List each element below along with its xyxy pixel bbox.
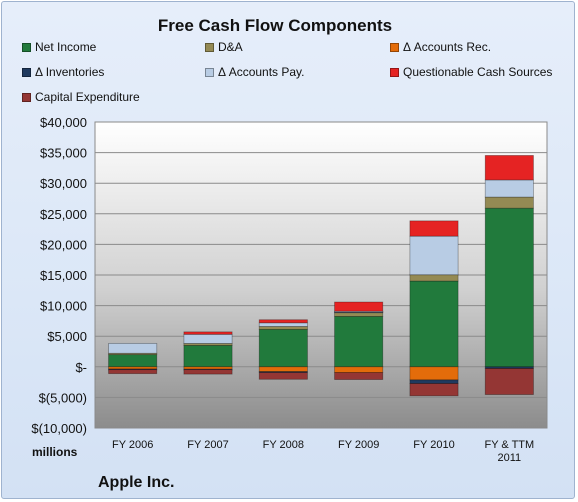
bar-segment — [108, 354, 158, 368]
bar-segment — [334, 301, 384, 312]
units-label: millions — [32, 445, 78, 459]
bar-segment — [183, 369, 233, 375]
bar-segment — [108, 342, 158, 354]
bar-segment — [409, 280, 459, 368]
y-tick-label: $- — [75, 360, 87, 375]
x-tick-label: FY & TTM 2011 — [484, 439, 534, 464]
legend-swatch — [390, 67, 399, 77]
y-tick-label: $(10,000) — [31, 421, 87, 436]
y-tick-label: $5,000 — [47, 329, 87, 344]
y-tick-label: $25,000 — [40, 207, 87, 222]
bar-segment — [409, 366, 459, 381]
legend-swatch — [390, 42, 399, 52]
legend-item: Net Income — [22, 40, 96, 54]
bar-segment — [258, 328, 308, 368]
legend-item: D&A — [205, 40, 243, 54]
bar-segment — [258, 319, 308, 324]
legend-label: Δ Accounts Rec. — [403, 40, 492, 54]
legend-item: Questionable Cash Sources — [390, 65, 552, 79]
bar-segment — [409, 274, 459, 282]
bar-segment — [258, 372, 308, 380]
y-tick-label: $35,000 — [40, 146, 87, 161]
legend-label: Capital Expenditure — [35, 90, 140, 104]
bar-segment — [258, 322, 308, 327]
bar-segment — [183, 333, 233, 344]
legend-label: D&A — [218, 40, 243, 54]
y-tick-label: $30,000 — [40, 176, 87, 191]
x-tick-label: FY 2008 — [263, 439, 304, 451]
legend-label: Δ Accounts Pay. — [218, 65, 305, 79]
x-tick-label: FY 2007 — [187, 439, 228, 451]
bar-segment — [484, 155, 534, 181]
legend-swatch — [205, 67, 214, 77]
bar-segment — [258, 326, 308, 330]
bar-segment — [484, 368, 534, 395]
bar-segment — [183, 331, 233, 335]
legend-item: Δ Accounts Rec. — [390, 40, 491, 54]
x-tick-label: FY 2010 — [413, 439, 454, 451]
legend-item: Δ Inventories — [22, 65, 104, 79]
bar-segment — [409, 379, 459, 384]
bar-segment — [409, 235, 459, 276]
bar-segment — [334, 372, 384, 380]
legend-swatch — [205, 42, 214, 52]
bar-segment — [484, 207, 534, 368]
bar-segment — [108, 369, 158, 375]
bar-segment — [334, 316, 384, 368]
x-tick-label: FY 2006 — [112, 439, 153, 451]
bar-segment — [484, 196, 534, 209]
y-tick-label: $40,000 — [40, 115, 87, 130]
bar-segment — [484, 179, 534, 198]
legend-label: Δ Inventories — [35, 65, 105, 79]
bar-segment — [409, 383, 459, 397]
y-tick-label: $(5,000) — [39, 390, 87, 405]
legend-item: Δ Accounts Pay. — [205, 65, 305, 79]
company-name: Apple Inc. — [98, 474, 175, 491]
bar-segment — [183, 345, 233, 368]
legend-swatch — [22, 92, 31, 102]
legend-label: Questionable Cash Sources — [403, 65, 553, 79]
legend-swatch — [22, 67, 31, 77]
x-tick-label: FY 2009 — [338, 439, 379, 451]
y-tick-label: $20,000 — [40, 237, 87, 252]
y-tick-label: $15,000 — [40, 268, 87, 283]
bar-segment — [409, 220, 459, 237]
bar-segment — [334, 310, 384, 313]
bar-segment — [334, 366, 384, 373]
chart-title: Free Cash Flow Components — [157, 16, 393, 35]
y-tick-label: $10,000 — [40, 299, 87, 314]
legend-item: Capital Expenditure — [22, 90, 140, 104]
legend-swatch — [22, 42, 31, 52]
bar-segment — [258, 366, 308, 373]
legend-label: Net Income — [35, 40, 97, 54]
